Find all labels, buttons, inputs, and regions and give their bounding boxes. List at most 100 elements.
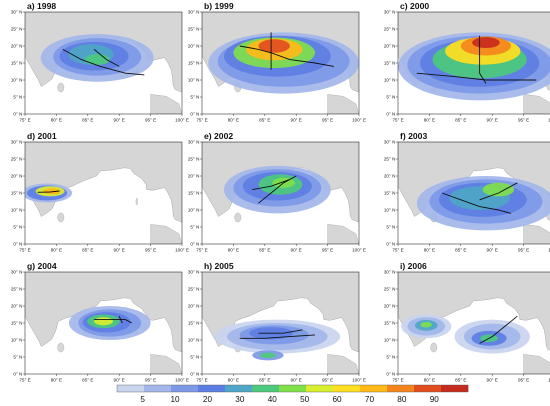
map-panel: 0° N 5° N 10° N 15° N 20° N 25° N 30° N 75° E 80… bbox=[188, 261, 366, 382]
lon-tick-label: 95° E bbox=[518, 378, 529, 383]
sumatra-land bbox=[327, 354, 359, 374]
lat-tick-label: 0° N bbox=[190, 372, 199, 377]
colorbar-swatch bbox=[387, 385, 415, 392]
colorbar-label: 20 bbox=[203, 395, 213, 404]
lon-tick-label: 100° E bbox=[175, 378, 189, 383]
cyclone-track bbox=[258, 329, 303, 334]
lon-tick-label: 95° E bbox=[322, 248, 333, 253]
lon-tick-label: 75° E bbox=[196, 378, 207, 383]
lon-tick-label: 75° E bbox=[19, 248, 30, 253]
lon-tick-label: 85° E bbox=[455, 248, 466, 253]
lon-tick-label: 90° E bbox=[291, 378, 302, 383]
map-panel: 0° N 5° N 10° N 15° N 20° N 25° N 30° N 75° E 80… bbox=[384, 131, 550, 253]
rainfall-contour bbox=[94, 317, 113, 326]
colorbar-swatch bbox=[171, 385, 199, 392]
lat-tick-label: 15° N bbox=[11, 321, 23, 326]
land-mass bbox=[398, 272, 550, 351]
sumatra-land bbox=[523, 224, 550, 244]
lat-tick-label: 15° N bbox=[11, 61, 23, 66]
lat-tick-label: 5° N bbox=[190, 225, 199, 230]
lat-tick-label: 15° N bbox=[188, 191, 200, 196]
lat-tick-label: 15° N bbox=[188, 321, 200, 326]
lon-tick-label: 75° E bbox=[19, 118, 30, 123]
lon-tick-label: 100° E bbox=[352, 118, 366, 123]
cyclone-track bbox=[441, 192, 512, 214]
colorbar-swatch bbox=[414, 385, 442, 392]
panel-title: h) 2005 bbox=[204, 261, 234, 271]
lon-tick-label: 100° E bbox=[175, 248, 189, 253]
lat-tick-label: 30° N bbox=[188, 10, 200, 15]
lat-tick-label: 5° N bbox=[190, 95, 199, 100]
colorbar-swatch bbox=[252, 385, 280, 392]
lon-tick-label: 90° E bbox=[114, 378, 125, 383]
lon-tick-label: 95° E bbox=[518, 248, 529, 253]
colorbar-label: 80 bbox=[397, 395, 407, 404]
colorbar-swatch bbox=[441, 385, 469, 392]
sri-lanka-island bbox=[57, 82, 65, 93]
andaman-islands bbox=[135, 197, 138, 206]
lon-tick-label: 85° E bbox=[259, 378, 270, 383]
lon-tick-label: 90° E bbox=[114, 118, 125, 123]
lat-tick-label: 0° N bbox=[386, 112, 395, 117]
lat-tick-label: 25° N bbox=[188, 27, 200, 32]
cyclone-track bbox=[252, 178, 291, 191]
lon-tick-label: 80° E bbox=[51, 248, 62, 253]
lat-tick-label: 10° N bbox=[384, 338, 396, 343]
lat-tick-label: 25° N bbox=[384, 287, 396, 292]
rainfall-contour bbox=[259, 352, 277, 359]
sri-lanka-island bbox=[234, 212, 242, 223]
cyclone-track bbox=[479, 35, 487, 84]
lon-tick-label: 90° E bbox=[114, 248, 125, 253]
sumatra-land bbox=[523, 354, 550, 374]
lat-tick-label: 5° N bbox=[190, 355, 199, 360]
lon-tick-label: 100° E bbox=[352, 378, 366, 383]
lat-tick-label: 10° N bbox=[188, 338, 200, 343]
colorbar-label: 60 bbox=[332, 395, 342, 404]
lon-tick-label: 75° E bbox=[196, 248, 207, 253]
lat-tick-label: 10° N bbox=[188, 208, 200, 213]
lat-tick-label: 15° N bbox=[11, 191, 23, 196]
lat-tick-label: 10° N bbox=[188, 78, 200, 83]
lat-tick-label: 25° N bbox=[188, 287, 200, 292]
lon-tick-label: 80° E bbox=[51, 118, 62, 123]
lon-tick-label: 75° E bbox=[392, 378, 403, 383]
rainfall-contour bbox=[43, 188, 61, 195]
lat-tick-label: 5° N bbox=[386, 225, 395, 230]
lon-tick-label: 85° E bbox=[82, 118, 93, 123]
cyclone-track bbox=[94, 319, 133, 324]
panel-title: f) 2003 bbox=[400, 131, 427, 141]
lat-tick-label: 30° N bbox=[384, 270, 396, 275]
lon-tick-label: 95° E bbox=[145, 248, 156, 253]
rainfall-contour bbox=[472, 37, 500, 49]
map-panel: 0° N 5° N 10° N 15° N 20° N 25° N 30° N 75° E 80… bbox=[188, 131, 366, 252]
lat-tick-label: 30° N bbox=[11, 10, 23, 15]
lon-tick-label: 85° E bbox=[82, 378, 93, 383]
lon-tick-label: 75° E bbox=[19, 378, 30, 383]
lat-tick-label: 0° N bbox=[190, 112, 199, 117]
lat-tick-label: 25° N bbox=[384, 27, 396, 32]
sumatra-land bbox=[327, 224, 359, 244]
colorbar-label: 5 bbox=[140, 395, 145, 404]
lon-tick-label: 80° E bbox=[51, 378, 62, 383]
land-mass bbox=[25, 272, 182, 353]
map-panel: 0° N 5° N 10° N 15° N 20° N 25° N 30° N 75° E 80… bbox=[384, 1, 550, 123]
lat-tick-label: 20° N bbox=[188, 44, 200, 49]
cyclone-track bbox=[479, 315, 518, 344]
colorbar-swatch bbox=[225, 385, 253, 392]
lon-tick-label: 85° E bbox=[455, 118, 466, 123]
lon-tick-label: 75° E bbox=[392, 248, 403, 253]
colorbar-swatch bbox=[117, 385, 145, 392]
panel-title: e) 2002 bbox=[204, 131, 233, 141]
cyclone-track bbox=[239, 45, 334, 67]
lat-tick-label: 30° N bbox=[188, 140, 200, 145]
cyclone-track bbox=[62, 49, 145, 76]
lon-tick-label: 80° E bbox=[228, 378, 239, 383]
lat-tick-label: 0° N bbox=[190, 242, 199, 247]
rainfall-contour bbox=[482, 182, 515, 197]
lon-tick-label: 80° E bbox=[424, 378, 435, 383]
lat-tick-label: 0° N bbox=[13, 112, 22, 117]
lat-tick-label: 10° N bbox=[384, 78, 396, 83]
land-mass bbox=[202, 142, 359, 223]
lon-tick-label: 80° E bbox=[228, 118, 239, 123]
lat-tick-label: 5° N bbox=[13, 355, 22, 360]
